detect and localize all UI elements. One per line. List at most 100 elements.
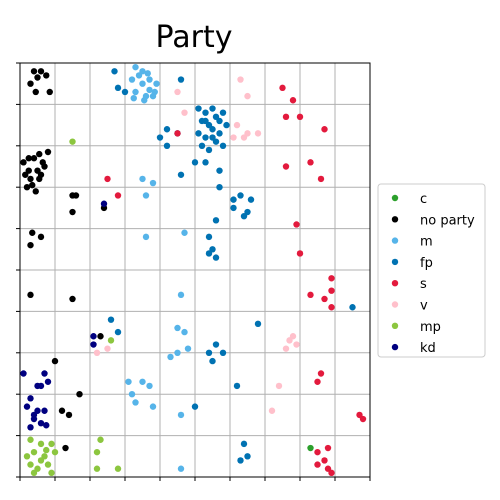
legend-box bbox=[377, 183, 486, 358]
data-point bbox=[296, 113, 304, 121]
data-point bbox=[209, 105, 216, 112]
data-point bbox=[181, 229, 188, 236]
legend-label: s bbox=[420, 277, 427, 292]
data-point bbox=[30, 469, 38, 477]
data-point bbox=[46, 88, 53, 96]
data-point bbox=[177, 411, 185, 419]
data-point bbox=[282, 163, 290, 170]
data-point bbox=[212, 341, 220, 348]
data-point bbox=[69, 208, 76, 216]
data-point bbox=[174, 88, 181, 96]
data-point bbox=[293, 341, 300, 348]
data-point bbox=[27, 291, 34, 299]
data-point bbox=[195, 105, 202, 112]
data-point bbox=[27, 395, 34, 402]
data-point bbox=[30, 411, 38, 419]
data-point bbox=[202, 117, 209, 125]
data-point bbox=[244, 92, 251, 100]
data-point bbox=[27, 436, 34, 443]
data-point bbox=[202, 109, 209, 116]
data-point bbox=[37, 382, 45, 390]
data-point bbox=[174, 130, 181, 137]
data-point bbox=[132, 88, 139, 96]
data-point bbox=[205, 250, 213, 257]
data-point bbox=[144, 70, 151, 77]
data-point bbox=[216, 167, 223, 174]
data-point bbox=[282, 345, 290, 352]
data-point bbox=[321, 126, 328, 133]
legend-marker bbox=[391, 237, 399, 244]
data-point bbox=[209, 357, 216, 365]
data-point bbox=[93, 448, 101, 456]
chart-title: Party bbox=[156, 20, 233, 55]
data-point bbox=[93, 349, 101, 356]
data-point bbox=[205, 349, 213, 356]
data-point bbox=[97, 333, 104, 340]
data-point bbox=[32, 188, 39, 195]
data-point bbox=[317, 175, 325, 183]
data-point bbox=[247, 196, 255, 203]
data-point bbox=[37, 440, 45, 448]
data-point bbox=[174, 324, 181, 332]
data-point bbox=[282, 113, 290, 121]
data-point bbox=[307, 444, 314, 452]
data-point bbox=[44, 461, 52, 468]
data-point bbox=[237, 192, 244, 199]
data-point bbox=[125, 378, 132, 385]
legend-marker bbox=[391, 301, 399, 308]
series-m bbox=[125, 63, 192, 472]
data-point bbox=[191, 159, 199, 166]
data-point bbox=[223, 121, 230, 129]
data-point bbox=[156, 134, 164, 141]
data-point bbox=[349, 304, 356, 311]
data-point bbox=[43, 446, 50, 454]
data-point bbox=[43, 422, 50, 429]
data-point bbox=[107, 316, 115, 323]
data-point bbox=[230, 196, 237, 203]
data-point bbox=[216, 117, 223, 125]
data-point bbox=[174, 349, 181, 356]
data-point bbox=[314, 461, 321, 468]
data-point bbox=[48, 440, 55, 448]
plot-frame bbox=[19, 62, 371, 478]
data-point bbox=[104, 345, 111, 352]
data-point bbox=[216, 130, 223, 137]
data-point bbox=[107, 337, 115, 344]
data-point bbox=[32, 88, 39, 96]
data-point bbox=[20, 370, 27, 377]
data-point bbox=[39, 159, 46, 166]
series-no-party bbox=[20, 68, 108, 452]
data-point bbox=[130, 94, 137, 102]
data-point bbox=[219, 142, 227, 149]
data-point bbox=[76, 391, 83, 398]
data-point bbox=[132, 63, 139, 71]
data-point bbox=[44, 148, 52, 156]
data-point bbox=[37, 457, 45, 464]
data-point bbox=[139, 378, 146, 385]
data-point bbox=[202, 134, 209, 141]
data-point bbox=[41, 370, 48, 377]
data-point bbox=[212, 254, 220, 261]
data-point bbox=[142, 192, 150, 199]
legend-marker bbox=[391, 194, 399, 202]
data-point bbox=[205, 233, 213, 241]
data-point bbox=[149, 179, 157, 187]
data-point bbox=[219, 349, 227, 356]
legend: c no party m fp sv mp kd bbox=[377, 183, 486, 358]
data-point bbox=[296, 250, 304, 257]
data-point bbox=[268, 407, 276, 414]
data-point bbox=[181, 109, 188, 116]
data-point bbox=[69, 138, 76, 145]
data-point bbox=[212, 217, 220, 224]
data-point bbox=[90, 333, 97, 340]
data-point bbox=[135, 72, 143, 79]
data-point bbox=[202, 159, 209, 166]
data-point bbox=[279, 84, 286, 92]
data-point bbox=[142, 233, 150, 241]
legend-marker bbox=[391, 343, 399, 351]
legend-marker bbox=[391, 258, 399, 266]
data-point bbox=[23, 403, 31, 410]
data-point bbox=[36, 150, 43, 158]
data-point bbox=[121, 88, 129, 96]
data-point bbox=[27, 175, 34, 183]
